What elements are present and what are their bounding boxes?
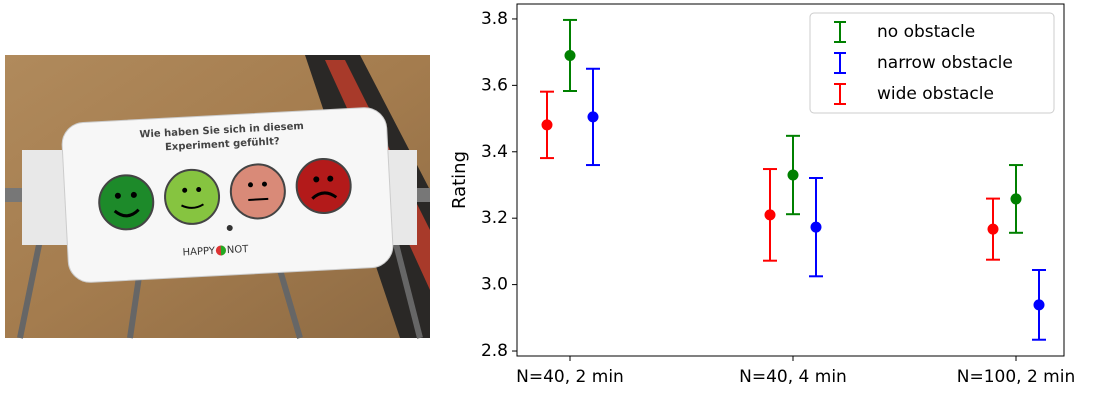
point — [810, 221, 822, 233]
y-tick-label: 3.6 — [481, 75, 508, 95]
legend-label: narrow obstacle — [877, 53, 1013, 73]
point — [564, 49, 576, 61]
x-tick-label: N=40, 4 min — [739, 367, 847, 387]
y-tick-label: 3.4 — [481, 142, 508, 162]
photo-brand: HAPPY — [182, 246, 216, 259]
x-tick-label: N=100, 2 min — [957, 367, 1076, 387]
y-axis-label: Rating — [449, 151, 470, 209]
point — [787, 169, 799, 181]
point — [1010, 193, 1022, 205]
y-tick-label: 3.2 — [481, 208, 508, 228]
plot-frame — [516, 3, 1065, 357]
point — [1033, 299, 1045, 311]
legend-label: no obstacle — [877, 22, 975, 42]
legend-label: wide obstacle — [877, 84, 994, 104]
photo: Wie haben Sie sich in diesem Experiment … — [5, 55, 430, 339]
y-tick-label: 2.8 — [481, 341, 508, 361]
photo-brand: NOT — [227, 244, 250, 256]
point — [987, 223, 999, 235]
point — [764, 209, 776, 221]
legend-box — [809, 12, 1055, 114]
y-tick-label: 3.8 — [481, 9, 508, 29]
x-tick-label: N=40, 2 min — [516, 367, 624, 387]
y-tick-label: 3.0 — [481, 275, 508, 295]
point — [541, 119, 553, 131]
point — [587, 111, 599, 123]
